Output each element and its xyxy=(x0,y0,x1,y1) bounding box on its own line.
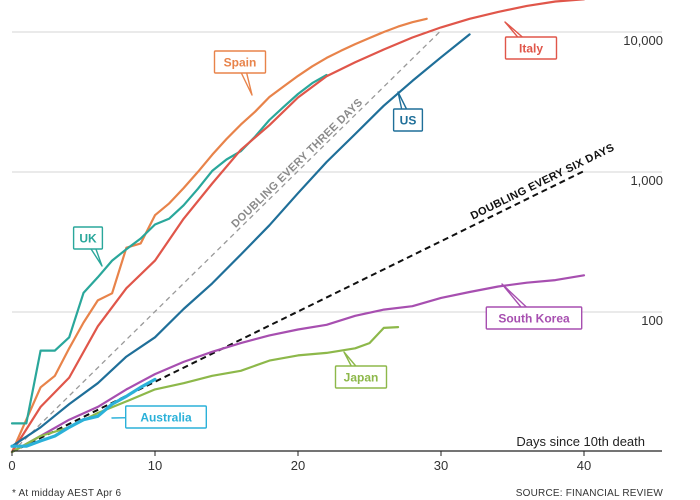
y-tick-label: 1,000 xyxy=(630,173,663,188)
series-label-italy: Italy xyxy=(519,42,543,56)
x-axis: 0 10 20 30 40 xyxy=(8,450,662,473)
callout-box-australia xyxy=(124,405,207,429)
series-line-south-korea xyxy=(10,274,586,454)
callout-box-south-korea xyxy=(485,306,583,330)
x-tick-label: 40 xyxy=(577,458,591,473)
x-tick-label: 30 xyxy=(434,458,448,473)
series-line-uk xyxy=(10,73,328,425)
series-line-italy xyxy=(10,0,585,454)
callout-box-spain xyxy=(213,50,267,74)
series-callouts: Spain UK Italy US South Korea Japan Australia xyxy=(72,21,583,429)
x-tick-label: 10 xyxy=(148,458,162,473)
callout-box-uk xyxy=(72,226,104,250)
series-line-australia xyxy=(10,377,157,448)
series-line-us xyxy=(10,33,471,448)
callout-box-japan xyxy=(334,365,388,389)
x-tick-label: 0 xyxy=(8,458,15,473)
guide-line-doubling-every-three-days xyxy=(11,30,442,453)
series-label-japan: Japan xyxy=(344,371,379,385)
source-note: SOURCE: FINANCIAL REVIEW xyxy=(516,488,664,499)
x-tick-label: 20 xyxy=(291,458,305,473)
guide-label-doubling-every-six-days: DOUBLING EVERY SIX DAYS xyxy=(469,142,617,223)
series-label-us: US xyxy=(400,114,417,128)
series-lines xyxy=(10,0,586,454)
x-axis-label: Days since 10th death xyxy=(516,434,645,449)
y-axis-ticks: 100 1,000 10,000 xyxy=(623,33,663,328)
series-line-spain xyxy=(10,17,428,454)
series-label-australia: Australia xyxy=(140,411,192,425)
y-tick-label: 100 xyxy=(641,313,663,328)
series-label-spain: Spain xyxy=(224,56,257,70)
guide-line-doubling-every-six-days xyxy=(11,170,585,453)
callout-box-italy xyxy=(504,36,558,60)
callout-box-us xyxy=(392,108,424,132)
series-label-south-korea: South Korea xyxy=(498,312,570,326)
y-tick-label: 10,000 xyxy=(623,33,663,48)
series-label-uk: UK xyxy=(79,232,97,246)
footnote: * At midday AEST Apr 6 xyxy=(12,488,122,499)
